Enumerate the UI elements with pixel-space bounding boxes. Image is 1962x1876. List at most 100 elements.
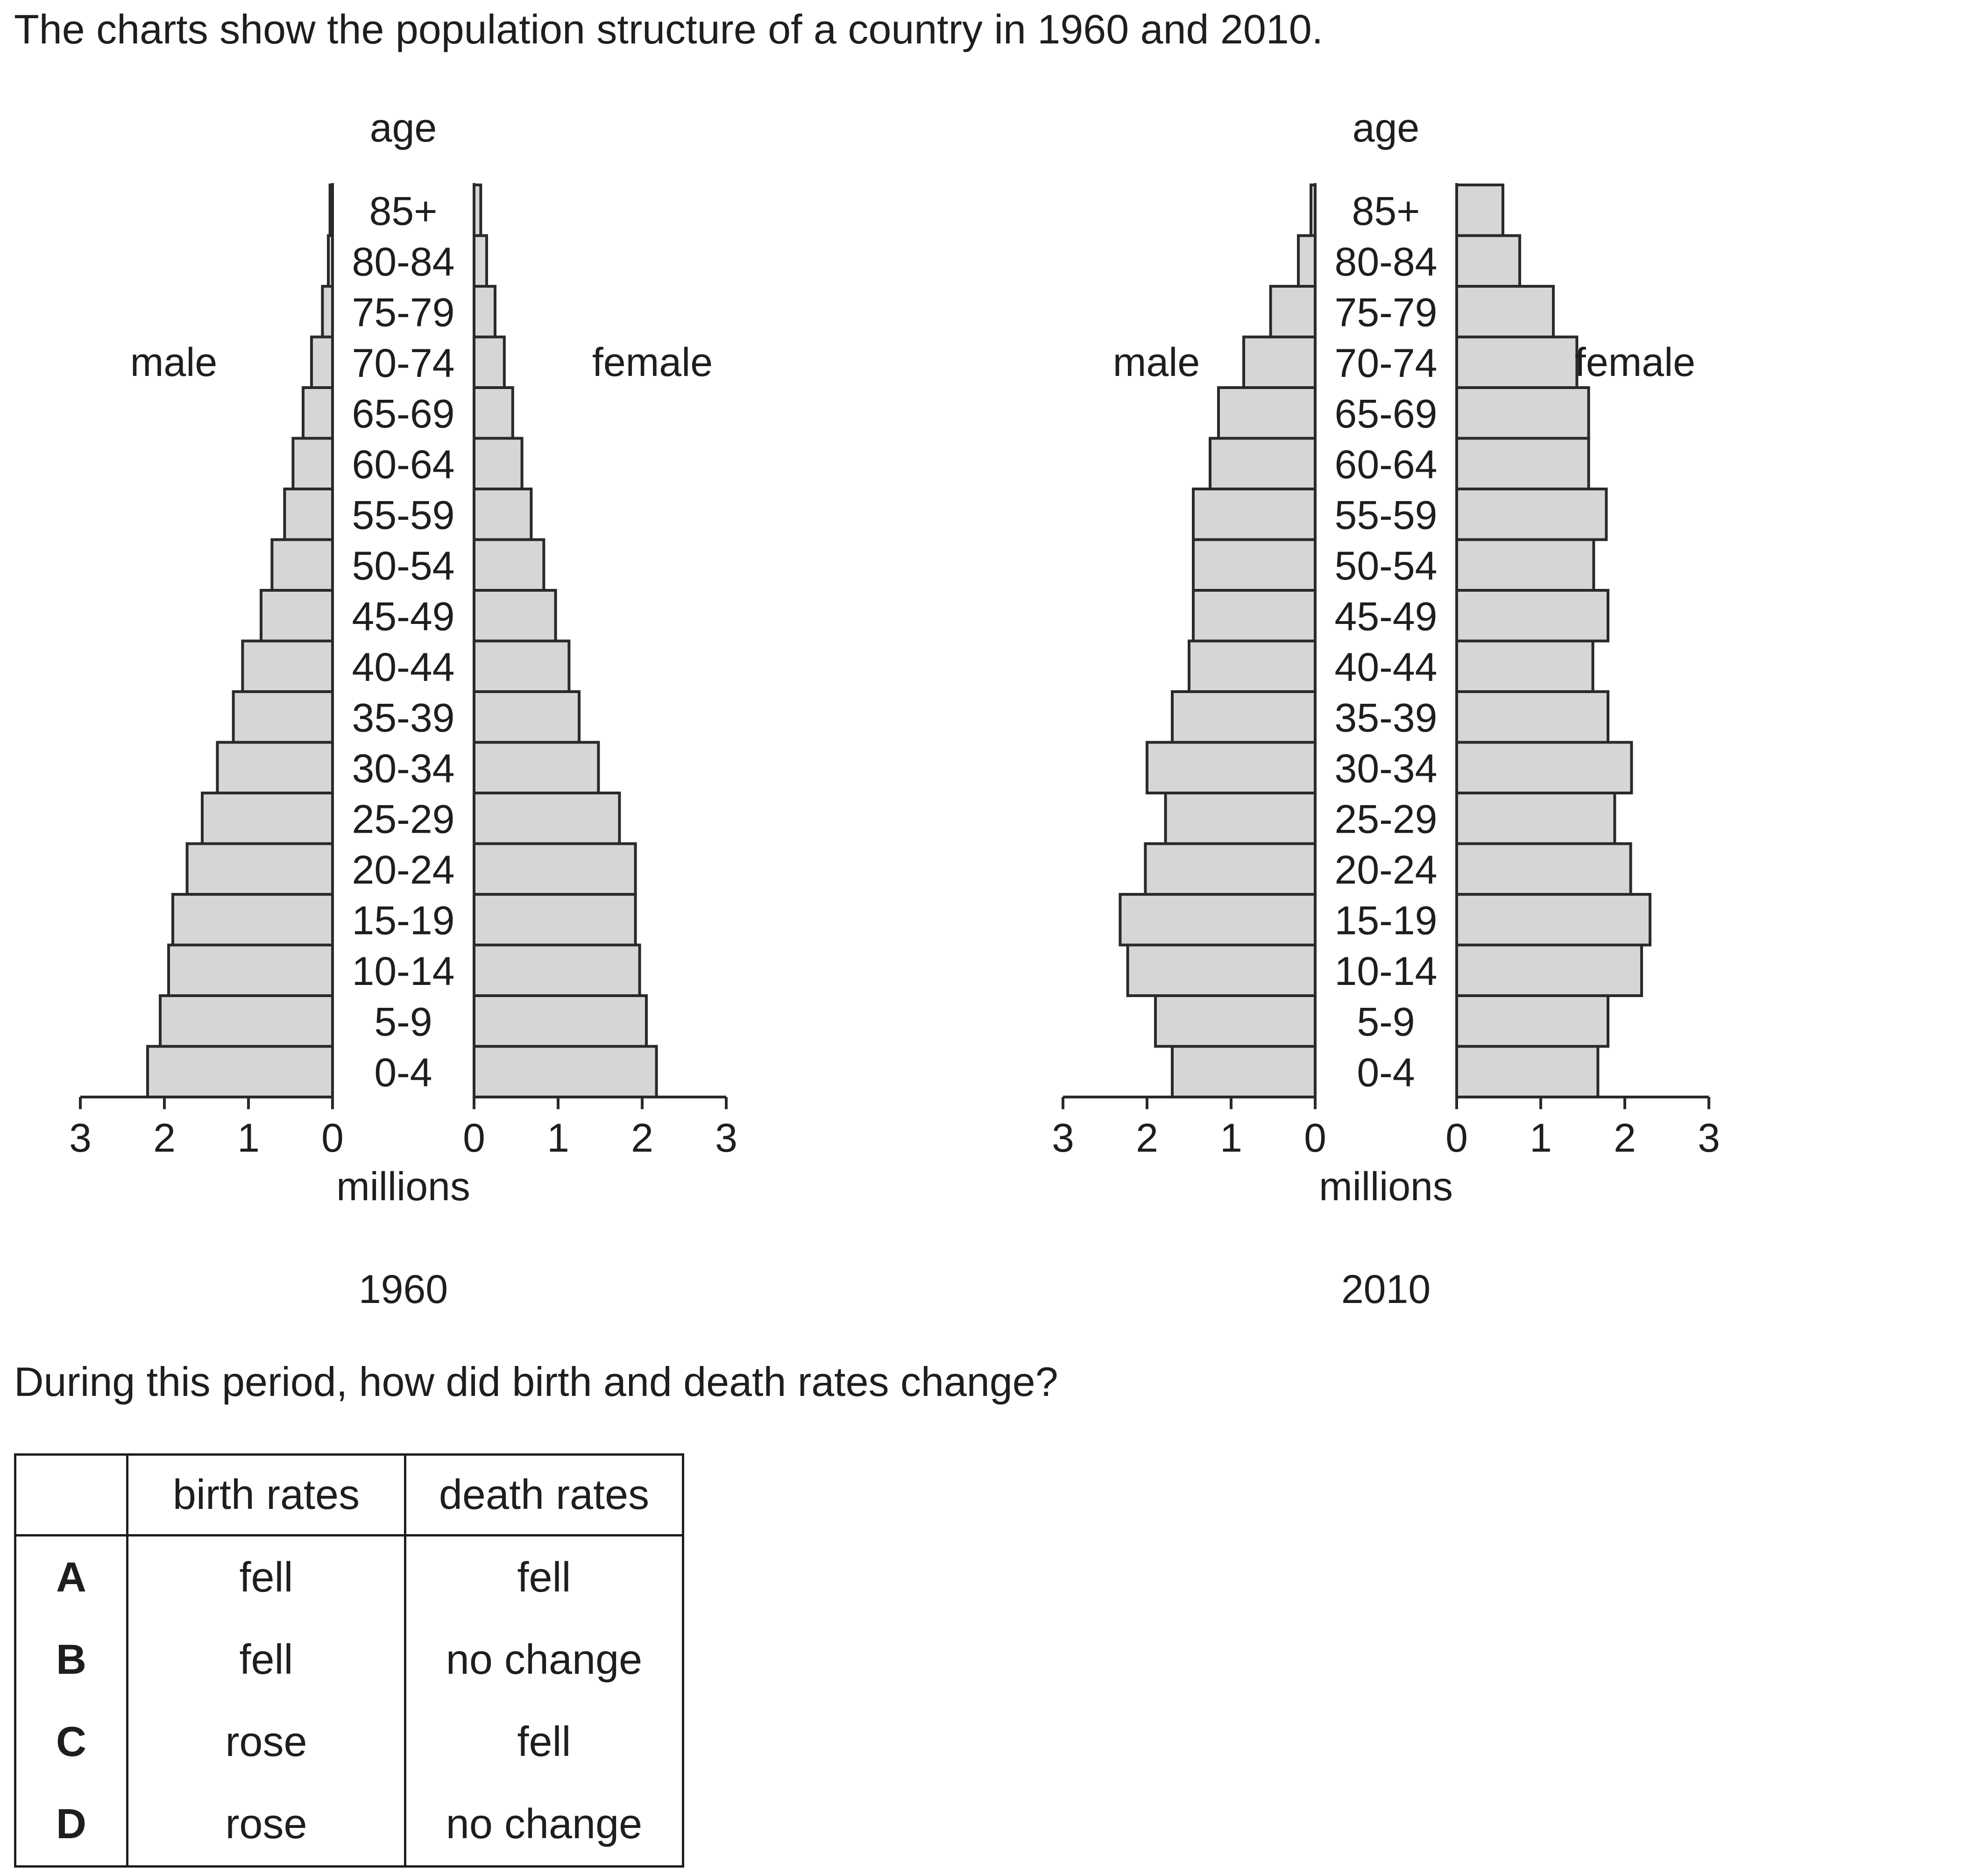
age-group-label: 35-39 (352, 695, 455, 740)
death-rate-cell: no change (404, 1783, 684, 1868)
female-bar (1455, 589, 1609, 643)
male-bar (1171, 690, 1317, 744)
age-group-label: 25-29 (352, 797, 455, 842)
female-tick-label: 3 (715, 1116, 737, 1161)
male-bar (1297, 234, 1317, 288)
age-group-label: 45-49 (1335, 594, 1438, 639)
male-bar (171, 893, 334, 947)
death-rate-cell: no change (404, 1619, 684, 1701)
age-group-label: 55-59 (352, 493, 455, 538)
female-bar (1455, 335, 1579, 389)
male-bar (216, 741, 334, 794)
age-group-label: 65-69 (1335, 391, 1438, 436)
female-bar (1455, 1045, 1600, 1098)
table-row[interactable]: A fell fell (14, 1535, 684, 1619)
age-group-label: 30-34 (352, 746, 455, 791)
female-bar (1455, 842, 1632, 896)
female-bar (473, 943, 641, 997)
female-bar (473, 792, 621, 845)
male-bar (1242, 335, 1317, 389)
age-group-label: 30-34 (1335, 746, 1438, 791)
chart-year-label: 2010 (1341, 1267, 1431, 1312)
male-bar (1209, 437, 1317, 490)
male-bar (310, 335, 334, 389)
male-tick-label: 3 (69, 1116, 92, 1161)
age-group-label: 20-24 (1335, 848, 1438, 892)
male-bar (146, 1045, 334, 1098)
age-group-label: 50-54 (1335, 544, 1438, 588)
death-rate-cell: fell (404, 1535, 684, 1619)
male-bar (1217, 386, 1317, 440)
female-bar (1455, 386, 1590, 440)
female-bar (1455, 538, 1595, 592)
male-bar (1119, 893, 1317, 947)
x-axis-unit-label: millions (336, 1164, 470, 1209)
female-bar (1455, 234, 1521, 288)
male-bar (1269, 285, 1317, 339)
male-bar (1144, 842, 1317, 896)
female-label: female (592, 340, 713, 385)
female-tick-label: 0 (1445, 1116, 1468, 1161)
birth-rate-cell: fell (126, 1535, 406, 1619)
age-group-label: 70-74 (1335, 341, 1438, 386)
age-group-label: 80-84 (352, 240, 455, 284)
male-bar (1171, 1045, 1317, 1098)
female-bar (473, 437, 524, 490)
male-bar (1126, 943, 1317, 997)
female-bar (473, 690, 581, 744)
female-tick-label: 1 (547, 1116, 569, 1161)
female-bar (473, 1045, 658, 1098)
male-bar (1146, 741, 1317, 794)
female-bar (473, 488, 533, 541)
age-group-label: 85+ (369, 189, 438, 234)
age-group-label: 15-19 (352, 898, 455, 943)
male-bar (291, 437, 334, 490)
age-group-label: 40-44 (352, 645, 455, 690)
table-row[interactable]: C rose fell (14, 1701, 684, 1783)
age-group-label: 85+ (1352, 189, 1420, 234)
age-group-label: 10-14 (1335, 949, 1438, 994)
female-tick-label: 0 (463, 1116, 485, 1161)
age-axis-label: age (1353, 106, 1420, 150)
male-bar (1192, 488, 1317, 541)
female-tick-label: 3 (1698, 1116, 1720, 1161)
male-bar (1192, 589, 1317, 643)
male-bar (302, 386, 334, 440)
male-bar (321, 285, 334, 339)
population-pyramids: 85+ 80-84 75-79 70-74 65-69 60-64 55-59 50-54 45… (69, 106, 1720, 1312)
female-tick-label: 2 (1614, 1116, 1636, 1161)
table-header-row: birth rates death rates (14, 1453, 684, 1536)
table-row[interactable]: B fell no change (14, 1619, 684, 1701)
female-label: female (1575, 340, 1695, 385)
male-tick-label: 2 (1136, 1116, 1158, 1161)
female-bar (1455, 184, 1504, 237)
age-group-label: 15-19 (1335, 898, 1438, 943)
table-row[interactable]: D rose no change (14, 1783, 684, 1868)
female-bar (1455, 893, 1651, 947)
female-bar (1455, 690, 1609, 744)
female-bar (1455, 792, 1616, 845)
age-group-label: 0-4 (374, 1050, 432, 1095)
header-death-rates: death rates (404, 1453, 684, 1536)
age-group-label: 10-14 (352, 949, 455, 994)
male-bar (270, 538, 334, 592)
male-bar (1154, 994, 1317, 1048)
female-tick-label: 2 (631, 1116, 653, 1161)
age-group-label: 5-9 (374, 999, 432, 1044)
male-bar (260, 589, 334, 643)
male-tick-label: 1 (237, 1116, 260, 1161)
option-letter: B (14, 1619, 128, 1701)
age-group-label: 5-9 (1357, 999, 1415, 1044)
age-group-label: 50-54 (352, 544, 455, 588)
male-tick-label: 0 (321, 1116, 344, 1161)
male-tick-label: 1 (1220, 1116, 1242, 1161)
age-group-label: 60-64 (1335, 442, 1438, 487)
female-bar (473, 589, 557, 643)
female-bar (1455, 639, 1594, 693)
male-tick-label: 0 (1304, 1116, 1326, 1161)
male-label: male (130, 340, 217, 385)
male-bar (167, 943, 334, 997)
male-tick-label: 2 (153, 1116, 176, 1161)
age-group-label: 80-84 (1335, 240, 1438, 284)
female-bar (473, 538, 545, 592)
